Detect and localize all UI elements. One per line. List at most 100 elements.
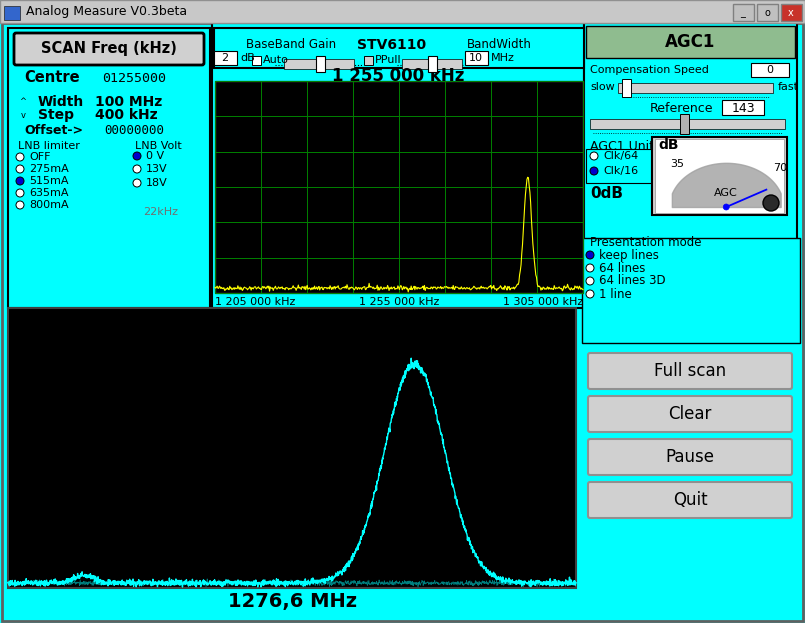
Bar <box>82 68 186 87</box>
Text: o: o <box>764 8 770 18</box>
Bar <box>428 56 437 72</box>
Circle shape <box>586 264 594 272</box>
Text: Full scan: Full scan <box>654 362 726 380</box>
Text: OFF: OFF <box>29 152 51 162</box>
Bar <box>214 51 237 65</box>
Text: 0dB: 0dB <box>590 186 623 201</box>
Text: BandWidth: BandWidth <box>467 39 532 52</box>
Text: Width: Width <box>38 95 85 109</box>
Text: 10: 10 <box>469 53 483 63</box>
FancyBboxPatch shape <box>588 353 792 389</box>
Text: 515mA: 515mA <box>29 176 68 186</box>
Bar <box>680 114 689 134</box>
Text: BaseBand Gain: BaseBand Gain <box>246 39 336 52</box>
FancyBboxPatch shape <box>588 439 792 475</box>
Text: Analog Measure V0.3beta: Analog Measure V0.3beta <box>26 6 187 19</box>
Text: 800mA: 800mA <box>29 200 68 210</box>
Text: Step: Step <box>38 108 74 122</box>
Circle shape <box>16 177 24 185</box>
Bar <box>652 137 787 215</box>
Circle shape <box>586 251 594 259</box>
Text: Clear: Clear <box>668 405 712 423</box>
Bar <box>364 56 373 65</box>
Text: 22kHz: 22kHz <box>143 207 178 217</box>
Bar <box>584 23 797 308</box>
Text: Clk/16: Clk/16 <box>603 166 638 176</box>
Bar <box>781 4 802 21</box>
Bar <box>316 56 325 72</box>
Text: 143: 143 <box>731 102 755 115</box>
Circle shape <box>586 277 594 285</box>
Text: PPull: PPull <box>375 55 402 65</box>
Bar <box>8 308 576 588</box>
Bar <box>0 0 805 23</box>
Text: SCAN Freq (kHz): SCAN Freq (kHz) <box>41 42 177 57</box>
Text: 0: 0 <box>766 65 774 75</box>
Text: 13V: 13V <box>146 164 167 174</box>
Bar <box>751 63 789 77</box>
Bar <box>465 51 488 65</box>
Text: 01255000: 01255000 <box>102 72 166 85</box>
Bar <box>16 96 31 108</box>
Text: Auto: Auto <box>263 55 289 65</box>
Circle shape <box>133 165 141 173</box>
Text: Pause: Pause <box>666 448 715 466</box>
Text: 1 255 000 kHz: 1 255 000 kHz <box>359 297 440 307</box>
Text: fast: fast <box>778 82 799 92</box>
Text: keep lines: keep lines <box>599 249 658 262</box>
Text: STV6110: STV6110 <box>357 38 427 52</box>
Text: 400 kHz: 400 kHz <box>95 108 158 122</box>
Bar <box>582 238 800 343</box>
Circle shape <box>763 195 779 211</box>
Text: 0 V: 0 V <box>146 151 164 161</box>
Text: _: _ <box>741 8 745 18</box>
Circle shape <box>586 290 594 298</box>
Circle shape <box>133 179 141 187</box>
Text: 35: 35 <box>670 159 684 169</box>
Text: 64 lines 3D: 64 lines 3D <box>599 275 666 287</box>
Text: Centre: Centre <box>24 70 80 85</box>
Text: Reference: Reference <box>650 102 713 115</box>
Bar <box>214 28 584 68</box>
Circle shape <box>590 152 598 160</box>
Circle shape <box>16 189 24 197</box>
Circle shape <box>133 152 141 160</box>
Text: Offset->: Offset-> <box>24 123 83 136</box>
Text: AGC: AGC <box>714 188 738 198</box>
Bar <box>16 109 31 121</box>
Text: v: v <box>20 110 26 120</box>
Bar <box>284 59 354 69</box>
Bar <box>215 81 583 293</box>
Bar <box>82 121 186 139</box>
Text: 1 255 000 kHz: 1 255 000 kHz <box>332 67 464 85</box>
FancyBboxPatch shape <box>588 482 792 518</box>
Text: 1 305 000 kHz: 1 305 000 kHz <box>503 297 583 307</box>
Circle shape <box>590 167 598 175</box>
Bar <box>590 119 785 129</box>
Text: dB: dB <box>658 138 679 152</box>
Text: AGC1: AGC1 <box>665 33 715 51</box>
Text: x: x <box>788 8 794 18</box>
FancyBboxPatch shape <box>588 396 792 432</box>
Bar <box>618 83 773 93</box>
Text: AGC1 Unit =  0: AGC1 Unit = 0 <box>590 141 684 153</box>
Circle shape <box>723 204 729 210</box>
Bar <box>8 28 210 308</box>
Text: Clk/64: Clk/64 <box>603 151 638 161</box>
Text: 2: 2 <box>221 53 229 63</box>
Bar <box>212 23 584 308</box>
Text: 275mA: 275mA <box>29 164 68 174</box>
Bar <box>733 4 754 21</box>
Text: dB: dB <box>240 53 254 63</box>
Text: 1 line: 1 line <box>599 287 632 300</box>
Bar <box>622 79 631 97</box>
Text: 64 lines: 64 lines <box>599 262 646 275</box>
Bar <box>252 56 261 65</box>
Text: Presentation mode: Presentation mode <box>590 235 701 249</box>
Circle shape <box>16 165 24 173</box>
Bar <box>722 100 764 115</box>
Circle shape <box>16 153 24 161</box>
Bar <box>586 149 684 183</box>
Text: 18V: 18V <box>146 178 167 188</box>
Bar <box>12 143 127 223</box>
